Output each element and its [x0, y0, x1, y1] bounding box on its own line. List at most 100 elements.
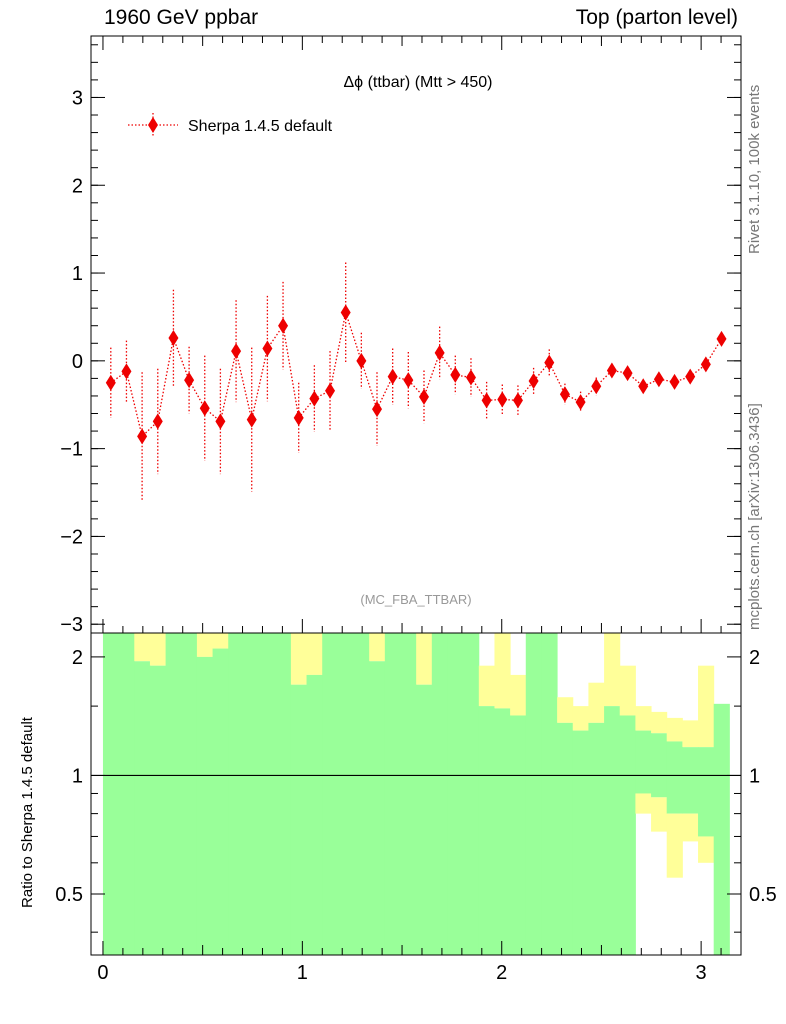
data-point: [168, 330, 179, 347]
ratio-band-outer-down: [682, 813, 699, 842]
data-point: [497, 391, 508, 408]
ratio-band-inner: [525, 633, 542, 955]
ratio-band-outer-up: [494, 633, 511, 709]
ratio-band-inner: [196, 656, 214, 955]
ratio-band-inner: [290, 684, 308, 955]
main-y-tick-label: 3: [72, 87, 83, 109]
ratio-panel: 0 1 2 3 0.5 0.5 1 1 2 2: [55, 632, 777, 984]
header-right-label: Top (parton level): [575, 6, 738, 29]
data-point: [512, 392, 523, 409]
ratio-band-inner: [353, 633, 370, 955]
legend-marker: [148, 117, 158, 133]
ratio-band-inner: [337, 633, 355, 955]
data-point: [340, 304, 351, 321]
data-point: [465, 369, 476, 386]
ratio-y-tick-label: 0.5: [55, 884, 83, 906]
main-y-tick-label: −1: [60, 439, 83, 461]
data-point: [559, 386, 570, 403]
data-point: [606, 362, 617, 379]
data-point: [105, 374, 116, 391]
ratio-band-outer-up: [572, 706, 589, 731]
ratio-band-inner: [604, 706, 621, 955]
ratio-band-outer-up: [604, 633, 621, 707]
ratio-band-outer-down: [635, 793, 652, 814]
ratio-band-outer-up: [149, 633, 167, 666]
data-point: [685, 368, 696, 385]
x-tick-label: 3: [696, 962, 707, 984]
ratio-band-outer-up: [635, 706, 652, 731]
ratio-band-inner: [713, 703, 730, 955]
legend-label: Sherpa 1.4.5 default: [188, 118, 333, 135]
data-point: [293, 409, 304, 426]
data-point: [418, 388, 429, 405]
ratio-band-outer-up: [698, 665, 715, 748]
ratio-band-inner: [666, 741, 683, 814]
data-point: [246, 411, 257, 428]
main-y-tick-label: 2: [72, 175, 83, 197]
data-point: [653, 371, 664, 388]
data-point: [152, 413, 163, 430]
data-point: [528, 373, 539, 390]
ratio-band-inner: [478, 706, 495, 955]
ratio-band-outer-down: [666, 813, 683, 878]
ratio-band-outer-up: [666, 717, 683, 742]
ratio-y-tick-label-right: 0.5: [749, 884, 777, 906]
ratio-band-inner: [228, 633, 245, 955]
data-point: [403, 372, 414, 389]
ratio-band-inner: [165, 633, 182, 955]
x-tick-label: 2: [496, 962, 507, 984]
data-point: [215, 413, 226, 430]
ratio-band-inner: [212, 648, 229, 955]
ratio-band-inner: [275, 633, 292, 955]
ratio-band-inner: [322, 633, 339, 955]
x-tick-label: 1: [297, 962, 308, 984]
ratio-band-inner: [698, 747, 715, 837]
ratio-band-inner: [494, 708, 511, 955]
main-y-tick-label: 1: [72, 263, 83, 285]
data-point: [716, 330, 727, 347]
ratio-band-outer-up: [212, 633, 229, 649]
data-point: [121, 363, 132, 380]
data-point: [669, 373, 680, 390]
ratio-band-outer-up: [369, 633, 386, 662]
data-point: [434, 344, 445, 361]
ratio-y-tick-label: 2: [72, 647, 83, 669]
ratio-band-inner: [557, 722, 574, 955]
data-point: [309, 390, 320, 407]
ratio-band-inner: [149, 665, 167, 955]
ratio-band-outer-up: [416, 633, 433, 685]
data-point: [575, 394, 586, 411]
analysis-annotation: (MC_FBA_TTBAR): [360, 592, 471, 607]
ratio-band-inner: [463, 633, 480, 955]
data-point: [137, 428, 148, 445]
ratio-band-outer-up: [196, 633, 214, 657]
data-point: [184, 372, 195, 389]
header-left-label: 1960 GeV ppbar: [104, 6, 259, 29]
ratio-band-inner: [369, 661, 386, 955]
data-point: [481, 392, 492, 409]
main-y-tick-label: 0: [72, 351, 83, 373]
ratio-band-inner: [588, 722, 605, 955]
ratio-band-outer-up: [134, 633, 151, 662]
data-point: [450, 366, 461, 383]
ratio-band-inner: [416, 684, 433, 955]
chart-title: Δϕ (ttbar) (Mtt > 450): [343, 74, 492, 91]
ratio-band-inner: [400, 633, 417, 955]
ratio-band-inner: [306, 674, 323, 955]
data-point: [622, 365, 633, 382]
ratio-band-inner: [651, 733, 668, 798]
x-tick-label: 0: [97, 962, 108, 984]
data-point: [638, 378, 649, 395]
ratio-band-outer-up: [290, 633, 308, 685]
main-panel: −3 −2 −1 0 1 2 3: [60, 35, 742, 636]
ratio-band-outer-up: [588, 682, 605, 723]
ratio-band-inner: [572, 730, 589, 955]
ratio-band-outer-up: [682, 720, 699, 748]
ratio-band-inner: [181, 633, 198, 955]
ratio-band-inner: [134, 661, 151, 955]
data-point: [372, 401, 382, 418]
ratio-band-outer-down: [698, 836, 715, 863]
data-point: [325, 382, 336, 399]
ratio-band-outer-up: [619, 665, 636, 716]
